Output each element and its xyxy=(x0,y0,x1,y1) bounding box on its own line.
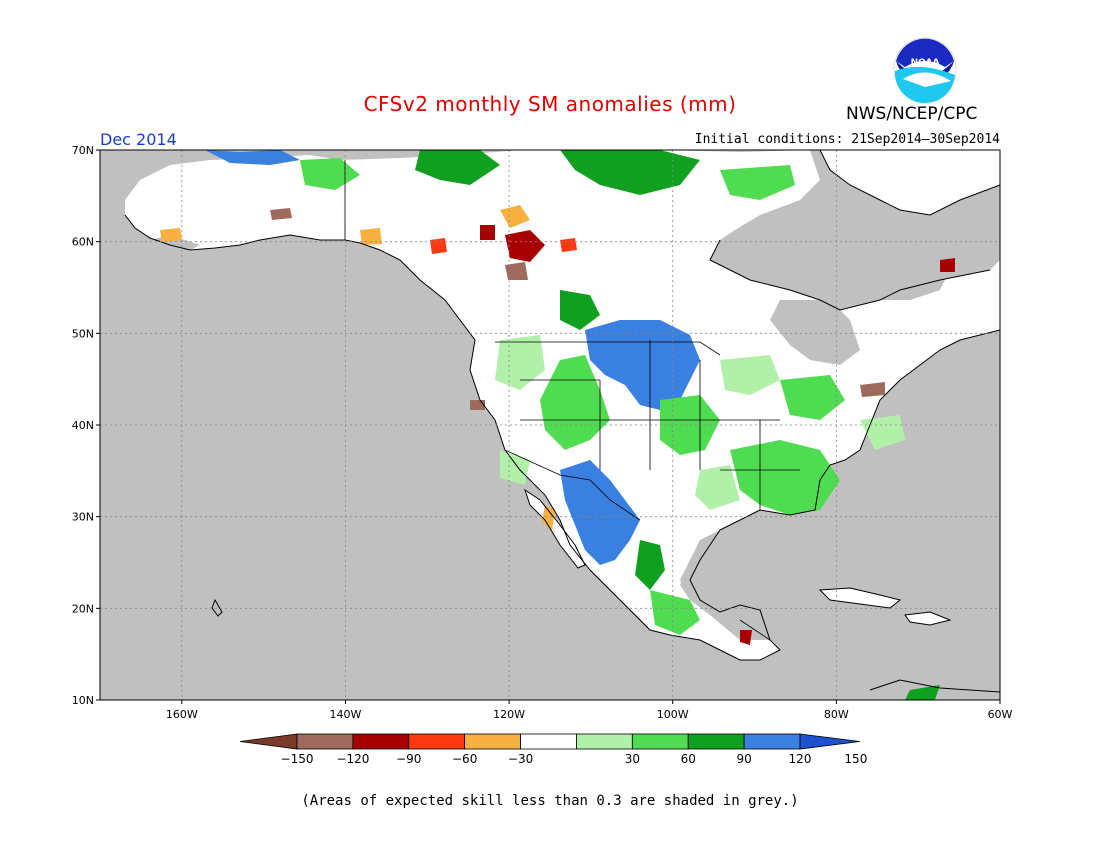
colorbar-box xyxy=(576,733,633,750)
lon-label: 60W xyxy=(988,708,1013,721)
graticule xyxy=(100,150,1000,700)
political-borders xyxy=(344,160,800,641)
anomaly-positive-high xyxy=(205,150,825,565)
colorbar-tick-label: −60 xyxy=(452,752,477,766)
colorbar-box xyxy=(296,733,354,750)
lat-label: 30N xyxy=(72,511,94,524)
lon-label: 100W xyxy=(657,708,689,721)
lon-label: 160W xyxy=(166,708,198,721)
colorbar-arrow-right xyxy=(799,733,861,750)
colorbar-box xyxy=(743,733,801,750)
colorbar-box xyxy=(631,733,689,750)
lat-label: 40N xyxy=(72,419,94,432)
longitude-labels: 160W 140W 120W 100W 80W 60W xyxy=(166,700,1013,721)
colorbar-tick-label: −30 xyxy=(508,752,533,766)
lon-label: 140W xyxy=(330,708,362,721)
colorbar: −150 −120 −90 −60 −30 30 60 90 120 150 xyxy=(239,733,867,766)
coastlines xyxy=(124,150,1000,693)
valid-month: Dec 2014 xyxy=(100,130,177,149)
colorbar-tick-label: −150 xyxy=(281,752,314,766)
initial-conditions: Initial conditions: 21Sep2014–30Sep2014 xyxy=(694,132,1000,147)
lat-label: 50N xyxy=(72,327,94,340)
anomaly-negative-strong xyxy=(480,225,955,645)
colorbar-box xyxy=(687,733,745,750)
lon-label: 80W xyxy=(824,708,849,721)
land-grey xyxy=(150,220,950,600)
chart-title: CFSv2 monthly SM anomalies (mm) xyxy=(363,92,737,116)
lat-label: 70N xyxy=(72,144,94,157)
colorbar-tick-label: −90 xyxy=(396,752,421,766)
colorbar-box xyxy=(464,733,521,750)
colorbar-tick-label: 30 xyxy=(625,752,640,766)
lat-label: 60N xyxy=(72,236,94,249)
colorbar-tick-label: 60 xyxy=(681,752,696,766)
colorbar-tick-label: −120 xyxy=(336,752,369,766)
colorbar-box xyxy=(352,733,410,750)
latitude-labels: 70N 60N 50N 40N 30N 20N 10N xyxy=(72,144,100,707)
anomaly-negative-max xyxy=(270,208,885,410)
colorbar-box xyxy=(408,733,466,750)
footnote: (Areas of expected skill less than 0.3 a… xyxy=(301,793,799,809)
anomaly-positive-mid xyxy=(415,150,940,700)
lon-label: 120W xyxy=(493,708,525,721)
colorbar-box xyxy=(520,733,577,750)
anomaly-positive-faint xyxy=(495,335,905,510)
anomaly-negative xyxy=(160,205,555,530)
lat-label: 10N xyxy=(72,694,94,707)
colorbar-tick-label: 150 xyxy=(844,752,867,766)
lat-label: 20N xyxy=(72,602,94,615)
colorbar-tick-label: 120 xyxy=(789,752,812,766)
agency-label: NWS/NCEP/CPC xyxy=(846,104,978,124)
colorbar-tick-label: 90 xyxy=(736,752,751,766)
anomaly-orange xyxy=(430,238,577,254)
colorbar-arrow-left xyxy=(239,733,298,750)
